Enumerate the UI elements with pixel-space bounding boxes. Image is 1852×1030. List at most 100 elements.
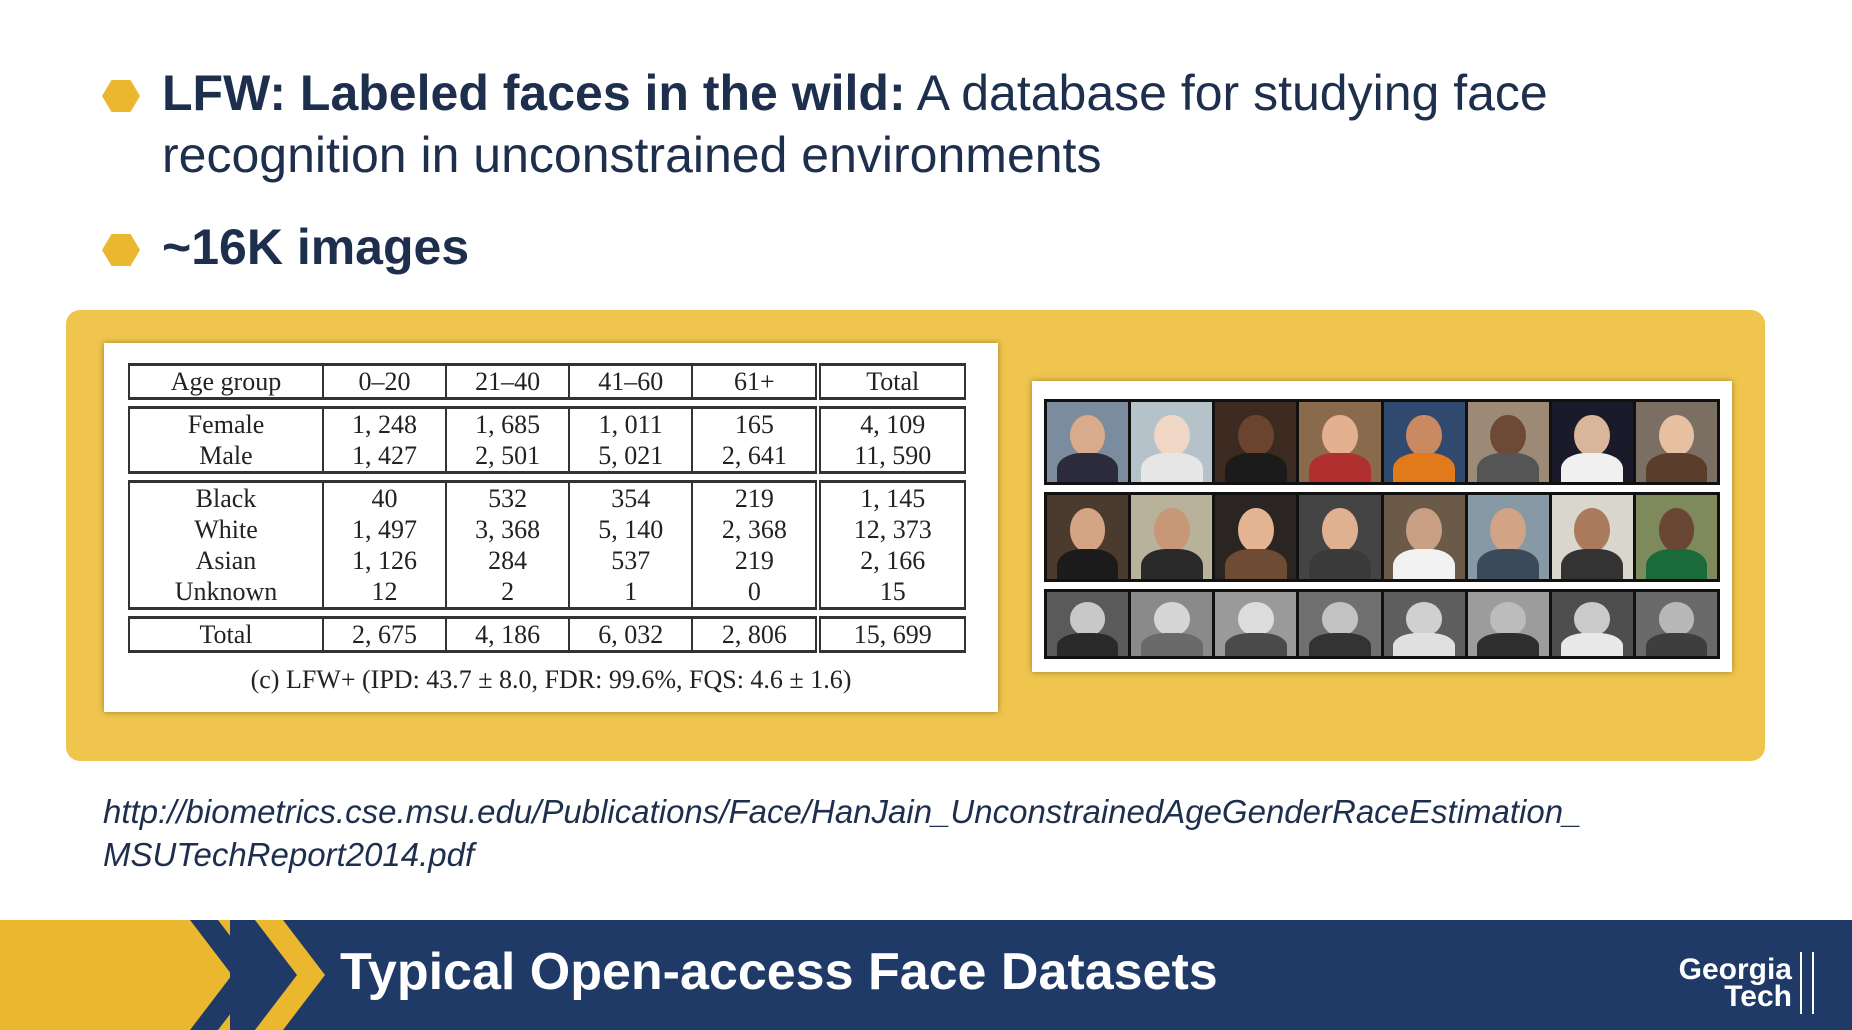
bullet-bold-text: ~16K images — [162, 219, 470, 275]
table-caption: (c) LFW+ (IPD: 43.7 ± 8.0, FDR: 99.6%, F… — [250, 665, 852, 694]
face-thumbnail — [1047, 495, 1129, 579]
logo-line-2: Tech — [1724, 980, 1792, 1013]
table-header: 21–40 — [445, 363, 571, 400]
table-cell: 165 — [691, 406, 822, 440]
table-cell: 15 — [817, 576, 966, 610]
table-spacer-cell — [129, 473, 965, 482]
table-spacer — [129, 399, 965, 408]
face-thumbnail — [1215, 592, 1297, 656]
table-cell: 2, 501 — [445, 440, 571, 474]
face-thumbnail — [1299, 592, 1381, 656]
table-row: Black 40 532 354 219 1, 145 — [128, 480, 966, 514]
face-thumbnail — [1047, 592, 1129, 656]
face-thumbnail — [1299, 495, 1381, 579]
table-cell: 2, 641 — [691, 440, 822, 474]
face-row-3 — [1044, 589, 1720, 659]
table-cell: 1, 145 — [817, 480, 966, 514]
table-row: Male 1, 427 2, 501 5, 021 2, 641 11, 590 — [128, 440, 966, 474]
source-link[interactable]: http://biometrics.cse.msu.edu/Publicatio… — [103, 793, 1582, 873]
tech-tower-icon — [1800, 952, 1814, 1014]
table-cell: 0 — [691, 576, 822, 610]
table-cell: 12 — [321, 576, 448, 610]
face-row-2 — [1044, 492, 1720, 582]
table-spacer-cell — [129, 399, 965, 408]
face-thumbnail — [1131, 402, 1213, 482]
table-row: Unknown 12 2 1 0 15 — [128, 576, 966, 610]
table-cell: 354 — [568, 480, 694, 514]
face-thumbnail — [1635, 495, 1717, 579]
chevron-icon — [255, 920, 325, 1030]
bullet-bold-text: LFW: Labeled faces in the wild: — [162, 65, 906, 121]
table-cell: 12, 373 — [817, 514, 966, 545]
face-thumbnail — [1467, 402, 1549, 482]
row-label-cell: Male — [128, 440, 324, 474]
face-thumbnail — [1635, 592, 1717, 656]
table-row: Total 2, 675 4, 186 6, 032 2, 806 15, 699 — [128, 616, 966, 653]
logo-line-1: Georgia — [1678, 953, 1792, 986]
table-row: White 1, 497 3, 368 5, 140 2, 368 12, 373 — [128, 514, 966, 545]
table-cell: 1, 011 — [568, 406, 694, 440]
face-row-1 — [1044, 399, 1720, 485]
face-samples-card — [1032, 381, 1732, 672]
row-label-cell: White — [128, 514, 324, 545]
demographics-table-card: Age group 0–20 21–40 41–60 61+ Total Fem… — [104, 343, 998, 712]
table-cell: 2 — [445, 576, 571, 610]
bullet-text: ~16K images — [162, 216, 469, 278]
table-header: 41–60 — [568, 363, 694, 400]
face-thumbnail — [1131, 592, 1213, 656]
slide-title: Typical Open-access Face Datasets — [340, 943, 1218, 1001]
demographics-table: Age group 0–20 21–40 41–60 61+ Total Fem… — [128, 363, 966, 653]
face-thumbnail — [1635, 402, 1717, 482]
table-cell: 5, 140 — [568, 514, 694, 545]
table-spacer — [129, 473, 965, 482]
table-cell: 40 — [321, 480, 448, 514]
bullet-lfw: LFW: Labeled faces in the wild: A databa… — [102, 62, 1662, 186]
table-cell: 11, 590 — [817, 440, 966, 474]
row-label-cell: Total — [128, 616, 324, 653]
table-cell: 5, 021 — [568, 440, 694, 474]
face-thumbnail — [1047, 402, 1129, 482]
face-thumbnail — [1467, 495, 1549, 579]
table-cell: 1, 126 — [321, 545, 448, 576]
row-label-cell: Black — [128, 480, 324, 514]
table-cell: 1, 427 — [321, 440, 448, 474]
table-cell: 2, 806 — [691, 616, 822, 653]
table-spacer — [129, 609, 965, 618]
table-cell: 284 — [445, 545, 571, 576]
row-label-cell: Unknown — [128, 576, 324, 610]
table-header: 0–20 — [321, 363, 448, 400]
table-cell: 537 — [568, 545, 694, 576]
table-row: Female 1, 248 1, 685 1, 011 165 4, 109 — [128, 406, 966, 440]
bullet-body-text: A database for studying face recognition… — [162, 65, 1548, 183]
table-cell: 2, 368 — [691, 514, 822, 545]
table-cell: 4, 109 — [817, 406, 966, 440]
table-header: Age group — [128, 363, 324, 400]
bullet-text: LFW: Labeled faces in the wild: A databa… — [162, 62, 1662, 186]
face-thumbnail — [1383, 495, 1465, 579]
table-cell: 1 — [568, 576, 694, 610]
bullet-image-count: ~16K images — [102, 216, 469, 278]
table-header: Total — [817, 363, 966, 400]
face-thumbnail — [1467, 592, 1549, 656]
hexagon-bullet-icon — [102, 80, 140, 112]
table-spacer-cell — [129, 609, 965, 618]
table-cell: 219 — [691, 480, 822, 514]
table-cell: 2, 166 — [817, 545, 966, 576]
table-cell: 1, 685 — [445, 406, 571, 440]
footer-gold-block — [0, 920, 230, 1030]
georgia-tech-logo: Georgia Tech — [1678, 953, 1792, 1013]
face-thumbnail — [1131, 495, 1213, 579]
face-thumbnail — [1215, 495, 1297, 579]
row-label-cell: Asian — [128, 545, 324, 576]
footer-bar: Typical Open-access Face Datasets Georgi… — [0, 920, 1852, 1030]
face-thumbnail — [1215, 402, 1297, 482]
table-cell: 4, 186 — [445, 616, 571, 653]
face-thumbnail — [1551, 402, 1633, 482]
face-thumbnail — [1299, 402, 1381, 482]
face-thumbnail — [1551, 495, 1633, 579]
face-thumbnail — [1383, 402, 1465, 482]
table-cell: 3, 368 — [445, 514, 571, 545]
face-thumbnail — [1383, 592, 1465, 656]
table-header: 61+ — [691, 363, 822, 400]
row-label-cell: Female — [128, 406, 324, 440]
